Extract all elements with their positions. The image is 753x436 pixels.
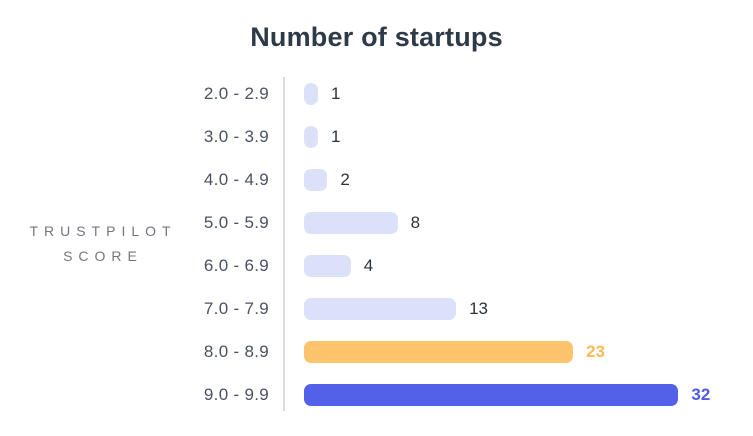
chart-row: 7.0 - 7.9 13 [0, 287, 753, 330]
y-axis-line [283, 77, 285, 411]
chart-row: 4.0 - 4.9 2 [0, 158, 753, 201]
row-plot: 23 [304, 340, 753, 363]
value-label: 4 [363, 255, 374, 275]
category-label: 7.0 - 7.9 [203, 298, 269, 318]
category-label: 9.0 - 9.9 [203, 384, 269, 404]
row-plot: 4 [304, 254, 753, 277]
row-plot: 2 [304, 168, 753, 191]
bar-6.0-6.9[interactable] [304, 254, 351, 277]
row-plot: 1 [304, 82, 753, 105]
chart-row: 5.0 - 5.9 8 [0, 201, 753, 244]
category-label: 6.0 - 6.9 [203, 255, 269, 275]
bar-2.0-2.9[interactable] [304, 82, 318, 105]
y-axis-title-line1: TRUSTPILOT [29, 223, 177, 239]
category-label: 3.0 - 3.9 [203, 126, 269, 146]
bar-8.0-8.9[interactable] [304, 340, 574, 363]
bar-5.0-5.9[interactable] [304, 211, 398, 234]
row-plot: 32 [304, 383, 753, 406]
category-label: 4.0 - 4.9 [203, 169, 269, 189]
value-label: 1 [331, 83, 341, 103]
chart-title: Number of startups [250, 22, 503, 52]
chart-row: 2.0 - 2.9 1 [0, 72, 753, 115]
y-axis-title-line2: SCORE [63, 248, 143, 264]
bar-7.0-7.9[interactable] [304, 297, 457, 320]
value-label: 13 [469, 298, 489, 318]
category-label: 5.0 - 5.9 [203, 212, 269, 232]
value-label: 8 [410, 212, 421, 232]
row-plot: 1 [304, 125, 753, 148]
value-label: 2 [340, 169, 350, 189]
category-label: 8.0 - 8.9 [203, 341, 269, 361]
value-label: 1 [331, 126, 341, 146]
y-axis-title: TRUSTPILOT SCORE [20, 219, 180, 269]
chart-row: 6.0 - 6.9 4 [0, 244, 753, 287]
chart-row: 9.0 - 9.9 32 [0, 373, 753, 416]
chart-row: 8.0 - 8.9 23 [0, 330, 753, 373]
chart-area: TRUSTPILOT SCORE 2.0 - 2.9 1 3.0 - 3.9 1 4.0… [0, 72, 753, 416]
bar-rows: 2.0 - 2.9 1 3.0 - 3.9 1 4.0 - 4.9 2 5.0 - 5.9 8… [0, 72, 753, 416]
bar-9.0-9.9[interactable] [304, 383, 679, 406]
bar-4.0-4.9[interactable] [304, 168, 328, 191]
bar-3.0-3.9[interactable] [304, 125, 318, 148]
value-label: 32 [691, 384, 711, 404]
row-plot: 13 [304, 297, 753, 320]
row-plot: 8 [304, 211, 753, 234]
chart-row: 3.0 - 3.9 1 [0, 115, 753, 158]
value-label: 23 [586, 341, 606, 361]
category-label: 2.0 - 2.9 [203, 83, 269, 103]
